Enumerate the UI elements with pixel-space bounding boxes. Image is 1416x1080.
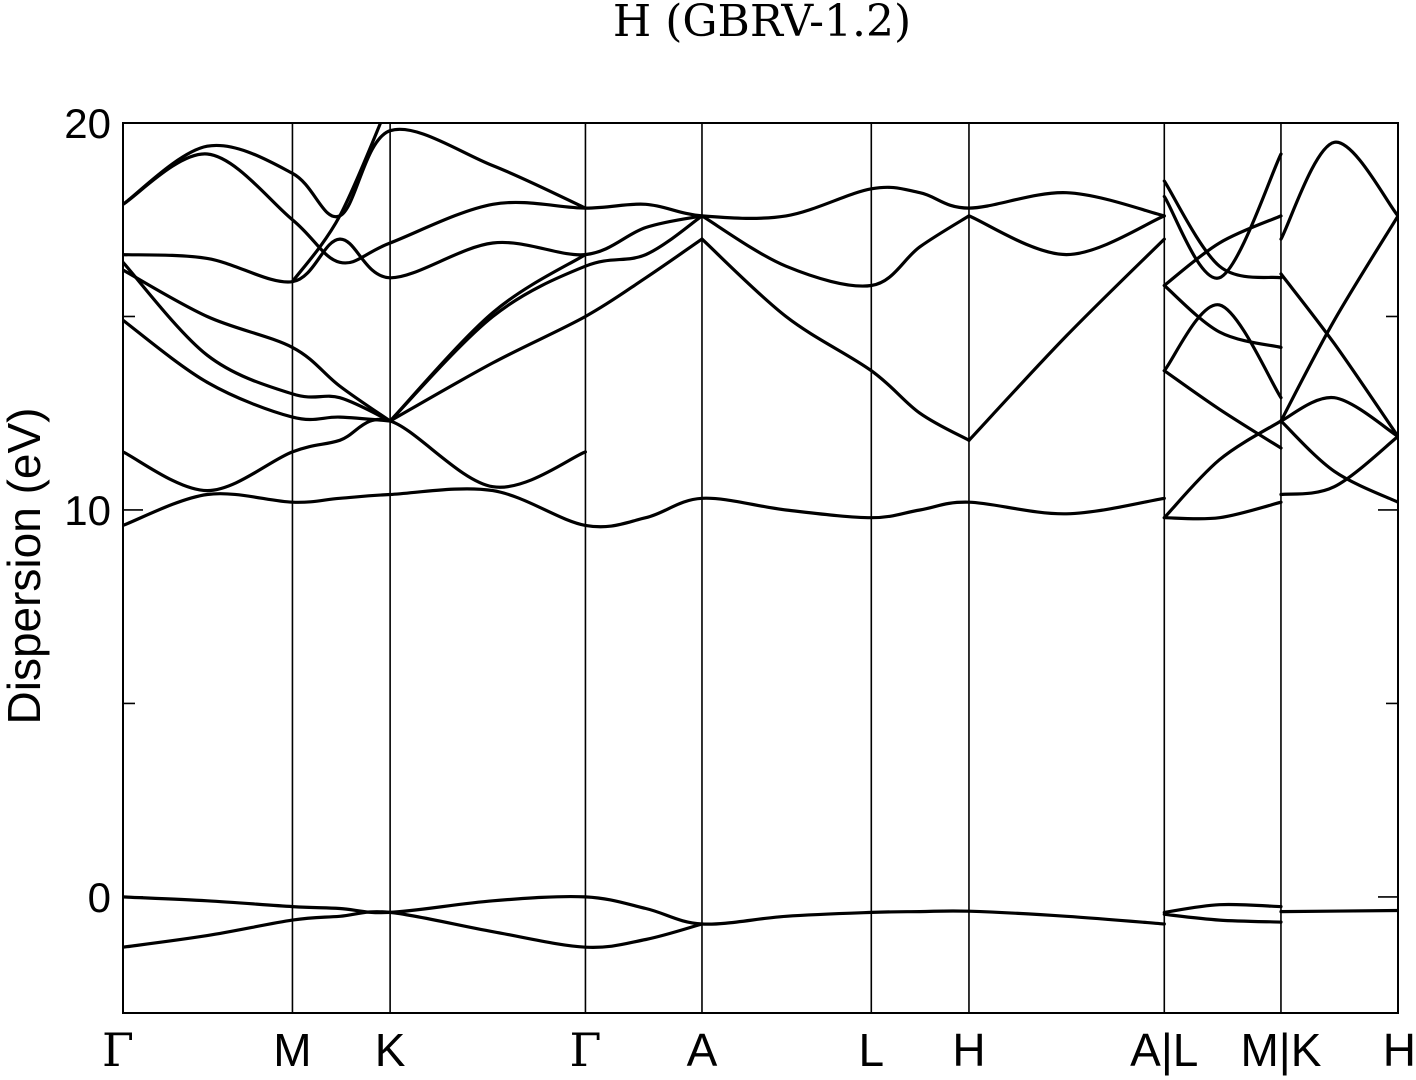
chart-title: H (GBRV-1.2) — [613, 0, 911, 47]
band-line — [123, 894, 1166, 926]
band-line — [388, 237, 704, 423]
band-line — [388, 253, 587, 423]
band-line — [123, 318, 392, 423]
band-line — [967, 214, 1166, 257]
band-line — [1162, 912, 1283, 924]
band-line — [1279, 214, 1398, 423]
y-tick-label: 0 — [88, 874, 111, 921]
kpoint-label: M — [273, 1024, 311, 1076]
band-line — [1162, 179, 1283, 280]
band-line — [1162, 214, 1283, 288]
band-line — [1162, 500, 1283, 521]
band-line — [1279, 434, 1398, 497]
band-line — [1279, 140, 1398, 241]
y-axis-label: Dispersion (eV) — [0, 408, 50, 725]
band-line — [388, 214, 704, 423]
band-line — [1162, 419, 1283, 520]
band-line — [1279, 419, 1398, 504]
band-line — [123, 152, 1166, 265]
band-line — [700, 237, 971, 442]
kpoint-lines — [291, 123, 1282, 1013]
band-line — [967, 237, 1166, 442]
band-line — [123, 268, 392, 423]
kpoint-label: L — [859, 1024, 885, 1076]
band-line — [1279, 396, 1398, 438]
kpoint-label: A|L — [1130, 1024, 1198, 1076]
band-line — [1162, 283, 1283, 349]
band-line — [123, 910, 704, 949]
band-line — [1279, 908, 1398, 914]
kpoint-label: Γ — [569, 1023, 601, 1077]
band-line — [123, 487, 1166, 529]
kpoint-label: M|K — [1240, 1024, 1321, 1076]
kpoint-label: K — [375, 1024, 406, 1076]
band-line — [1279, 272, 1398, 438]
kpoint-label: H — [1383, 1024, 1416, 1076]
band-line — [1162, 369, 1283, 450]
band-line — [290, 123, 383, 284]
kpoint-label: H — [952, 1024, 985, 1076]
bands — [123, 123, 1398, 949]
band-line — [1162, 303, 1283, 400]
band-line — [1162, 902, 1283, 914]
kpoint-labels: Γ M K Γ A L H A|L M|K H — [102, 1023, 1416, 1077]
y-tick-label: 20 — [64, 100, 111, 147]
plot-frame — [122, 122, 1399, 1014]
kpoint-label: A — [687, 1024, 718, 1076]
band-line — [123, 417, 587, 493]
band-line — [123, 260, 392, 423]
band-line — [1162, 152, 1283, 280]
y-tick-label: 10 — [64, 487, 111, 534]
y-ticks: 0 10 20 — [64, 100, 1398, 921]
band-line — [700, 214, 971, 288]
kpoint-label: Γ — [102, 1023, 134, 1077]
band-line — [123, 214, 704, 284]
